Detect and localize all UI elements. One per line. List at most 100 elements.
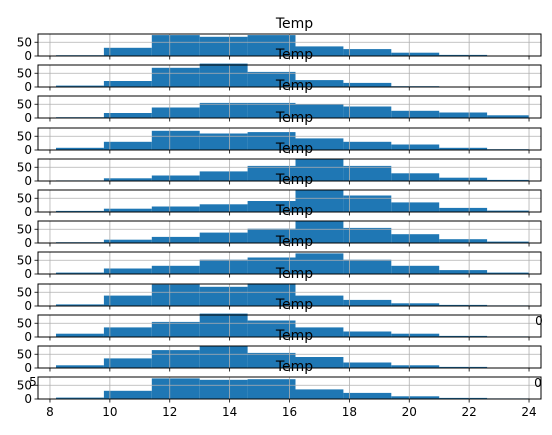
x-tick-label: 24 (521, 405, 536, 419)
histogram-bar (343, 331, 392, 337)
histogram-bar (56, 333, 104, 337)
histogram-bar (391, 202, 440, 212)
histogram-bar (151, 130, 200, 151)
subplot-panel: 050 (17, 220, 542, 250)
histogram-bar (103, 47, 152, 57)
histogram-bar (487, 115, 529, 119)
histogram-bar (151, 206, 200, 212)
x-tick-label: 18 (342, 405, 357, 419)
histogram-bar (199, 36, 248, 57)
histogram-bar (103, 239, 152, 243)
subplot-panel: 050 (17, 251, 542, 281)
histogram-bar (199, 204, 248, 212)
histogram-bar (56, 397, 104, 399)
histogram-bar (247, 165, 296, 181)
histogram-bar (151, 35, 200, 56)
histogram-bar (103, 327, 152, 337)
histogram-bar (295, 389, 344, 399)
histogram-bar (439, 207, 488, 212)
subplot-title: Temp (275, 234, 313, 250)
histogram-bar (103, 81, 152, 87)
histogram-bar (343, 299, 392, 306)
histogram-bar (295, 357, 344, 368)
histogram-bar (151, 378, 200, 399)
histogram-bar (151, 284, 200, 306)
subplot-panel: 050 (17, 33, 542, 63)
x-tick-label: 8 (46, 405, 54, 419)
subplot-title: Temp (275, 16, 313, 32)
histogram-bar (151, 236, 200, 243)
histogram-bar (295, 80, 344, 87)
histogram-bar (151, 175, 200, 181)
histogram-bar (247, 320, 296, 337)
histogram-bar (247, 102, 296, 118)
histogram-bar (343, 227, 392, 243)
histogram-bar (56, 85, 104, 87)
histogram-bar (199, 346, 248, 368)
histogram-bar (487, 210, 529, 212)
histogram-bar (343, 259, 392, 274)
histogram-bar (295, 190, 344, 212)
y-tick-label: 0 (24, 80, 32, 94)
y-tick-label: 0 (24, 205, 32, 219)
histogram-bar (199, 232, 248, 243)
histogram-bar (247, 228, 296, 243)
histogram-bar (247, 201, 296, 212)
subplot-title: Temp (275, 172, 313, 188)
y-tick-label: 0 (24, 299, 32, 313)
x-tick-label: 10 (102, 405, 117, 419)
histogram-bar (487, 241, 529, 243)
subplot-title: Temp (275, 359, 313, 375)
histogram-bar (439, 177, 488, 181)
histogram-bar (439, 397, 488, 399)
subplot-panel: 050 (17, 95, 542, 125)
histogram-bar (151, 67, 200, 88)
histogram-bar (391, 365, 440, 369)
histogram-bar (391, 396, 440, 400)
subplot-title: Temp (275, 110, 313, 126)
histogram-bar (439, 239, 488, 243)
subplot-panel: 050 (17, 158, 542, 188)
histogram-bar (295, 253, 344, 274)
y-tick-label: 50 (17, 35, 32, 49)
histogram-bar (487, 272, 529, 274)
histogram-bar (199, 133, 248, 150)
histogram-bar (247, 283, 296, 306)
histogram-bar (56, 365, 104, 369)
y-tick-label: 50 (17, 316, 32, 330)
histogram-bar (295, 138, 344, 150)
histogram-bar (247, 352, 296, 368)
histogram-bar (199, 286, 248, 307)
histogram-bar (295, 221, 344, 243)
histogram-bar (199, 102, 248, 118)
x-tick-label: 12 (162, 405, 177, 419)
histogram-bar (247, 35, 296, 56)
y-tick-label: 0 (24, 49, 32, 63)
histogram-bar (439, 304, 488, 306)
subplot-title: Temp (275, 47, 313, 63)
histogram-bar (199, 313, 248, 337)
overlapping-tick-fragment: 0 (534, 376, 542, 390)
histogram-bar (103, 141, 152, 151)
histogram-bar (343, 362, 392, 368)
histogram-bar (103, 113, 152, 118)
histogram-bar (247, 257, 296, 274)
histogram-bar (487, 179, 529, 181)
histogram-bar (199, 63, 248, 87)
x-tick-label: 20 (402, 405, 417, 419)
histogram-bar (103, 358, 152, 368)
x-tick-label: 22 (462, 405, 477, 419)
subplot-panel: 050 (17, 283, 542, 313)
subplot-title: Temp (275, 78, 313, 94)
histogram-bar (103, 268, 152, 274)
histogram-bar (247, 71, 296, 87)
y-tick-label: 0 (24, 392, 32, 406)
subplot-panel: 050 (17, 345, 542, 375)
subplot-title: Temp (275, 203, 313, 219)
histogram-bar (247, 379, 296, 399)
histogram-bar (343, 82, 392, 87)
subplot-title: Temp (275, 266, 313, 282)
histogram-bar (343, 195, 392, 212)
x-tick-label: 16 (282, 405, 297, 419)
